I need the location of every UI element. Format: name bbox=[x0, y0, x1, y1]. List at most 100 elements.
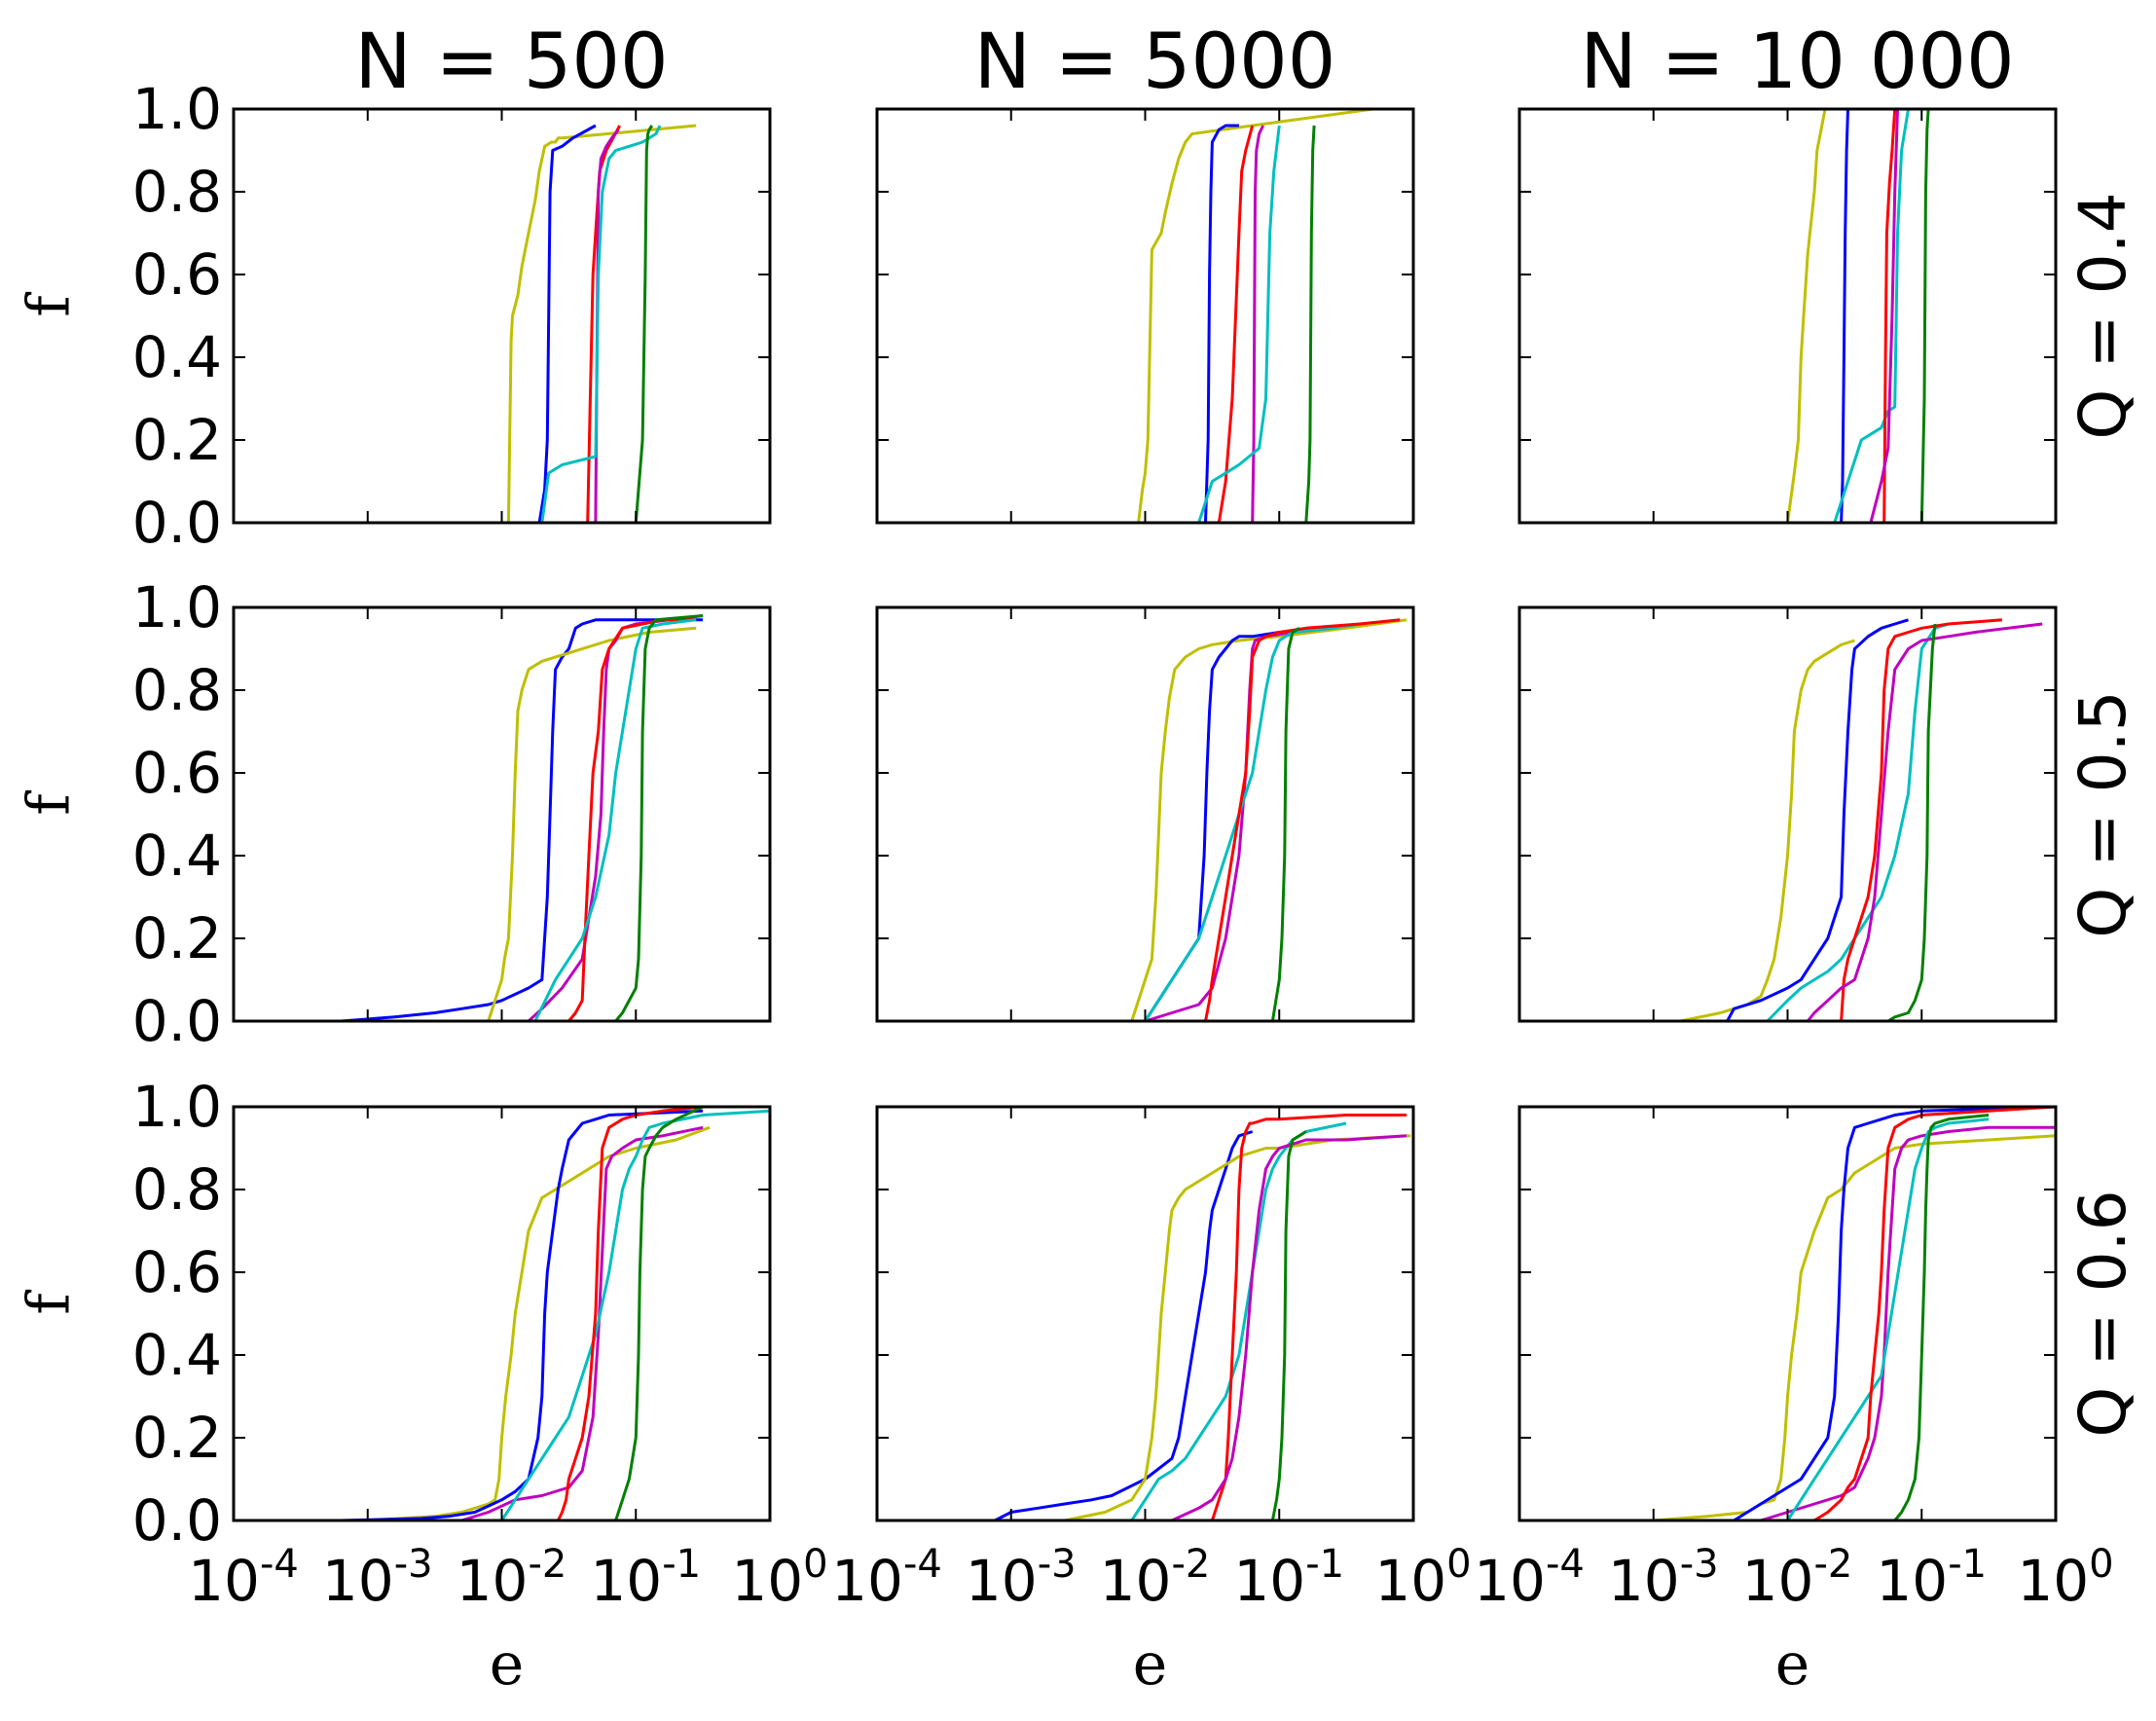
y-axis-label: f bbox=[16, 1290, 84, 1315]
series-line-yellow bbox=[1130, 618, 1407, 1022]
series-line-green bbox=[1893, 1114, 1990, 1521]
series-line-green bbox=[614, 1105, 704, 1521]
series-line-magenta bbox=[1171, 1134, 1407, 1522]
series-line-cyan bbox=[500, 1109, 771, 1521]
y-tick-label: 0.4 bbox=[132, 1322, 222, 1388]
x-tick-label: 10-4 bbox=[188, 1542, 299, 1614]
series-line-yellow bbox=[1137, 107, 1373, 524]
x-tick-label: 10-2 bbox=[457, 1542, 567, 1614]
series-line-red bbox=[1210, 1114, 1407, 1521]
x-tick-label: 100 bbox=[731, 1542, 827, 1614]
series-line-green bbox=[634, 125, 654, 524]
y-tick-label: 1.0 bbox=[132, 1074, 222, 1140]
x-tick-label: 10-4 bbox=[831, 1542, 942, 1614]
row-title: Q = 0.5 bbox=[2065, 690, 2140, 937]
series-line-red bbox=[1882, 108, 1897, 524]
series-line-red bbox=[1813, 1105, 2057, 1522]
y-tick-label: 0.0 bbox=[132, 1487, 222, 1554]
series-line-yellow bbox=[1786, 108, 1827, 524]
panel-r0-c1 bbox=[875, 107, 1415, 525]
y-tick-label: 1.0 bbox=[132, 76, 222, 142]
series-line-yellow bbox=[487, 626, 697, 1022]
x-tick-label: 100 bbox=[1374, 1542, 1471, 1614]
y-tick-label: 1.0 bbox=[132, 574, 222, 641]
x-tick-label: 10-2 bbox=[1100, 1542, 1211, 1614]
series-line-green bbox=[1919, 108, 1930, 524]
series-line-green bbox=[1887, 623, 1937, 1023]
column-title: N = 10 000 bbox=[1580, 18, 2014, 106]
x-tick-label: 10-3 bbox=[1608, 1542, 1719, 1614]
series-line-red bbox=[1840, 618, 2003, 1022]
series-line-magenta bbox=[1807, 622, 2043, 1022]
series-line-green bbox=[1270, 1130, 1307, 1521]
series-line-cyan bbox=[1130, 1121, 1347, 1521]
y-tick-label: 0.2 bbox=[132, 1405, 222, 1471]
y-tick-label: 0.2 bbox=[132, 905, 222, 971]
x-tick-label: 10-2 bbox=[1742, 1542, 1853, 1614]
panel-r1-c0: 0.0 0.2 0.4 0.6 0.8 1.0 bbox=[132, 574, 772, 1054]
y-tick-label: 0.6 bbox=[132, 241, 222, 308]
series-line-cyan bbox=[1766, 622, 1950, 1023]
panel-grid: 0.00.20.40.60.81.00.00.20.40.60.81.00.00… bbox=[132, 76, 2114, 1614]
y-axis-label: f bbox=[16, 790, 84, 816]
series-line-magenta bbox=[460, 1125, 704, 1522]
panel-r1-c2 bbox=[1517, 605, 2058, 1023]
panel-r0-c2 bbox=[1517, 107, 2058, 525]
y-tick-label: 0.4 bbox=[132, 823, 222, 889]
x-tick-label: 10-1 bbox=[1876, 1542, 1987, 1614]
x-tick-label: 10-4 bbox=[1474, 1542, 1585, 1614]
x-tick-label: 10-3 bbox=[322, 1542, 433, 1614]
row-title: Q = 0.4 bbox=[2065, 192, 2140, 439]
y-tick-label: 0.6 bbox=[132, 1239, 222, 1305]
y-axis-label: f bbox=[16, 292, 84, 317]
series-line-red bbox=[557, 1105, 704, 1521]
y-tick-label: 0.2 bbox=[132, 407, 222, 473]
series-line-blue bbox=[994, 1130, 1254, 1522]
panel-r2-c1: 10-4 10-3 10-2 10-1 100 bbox=[831, 1105, 1472, 1614]
y-tick-label: 0.8 bbox=[132, 159, 222, 225]
series-line-red bbox=[1204, 618, 1401, 1022]
y-tick-label: 0.0 bbox=[132, 490, 222, 556]
y-tick-label: 0.4 bbox=[132, 324, 222, 390]
y-tick-label: 0.0 bbox=[132, 988, 222, 1054]
panel-r2-c2: 10-4 10-3 10-2 10-1 100 bbox=[1474, 1105, 2114, 1614]
y-tick-label: 0.6 bbox=[132, 740, 222, 806]
x-tick-label: 100 bbox=[2017, 1542, 2113, 1614]
series-line-green bbox=[1270, 627, 1300, 1022]
column-title: N = 500 bbox=[354, 18, 668, 106]
series-line-blue bbox=[1733, 1105, 2057, 1522]
series-line-green bbox=[614, 614, 704, 1022]
series-line-red bbox=[567, 618, 697, 1022]
series-line-blue bbox=[341, 1109, 704, 1522]
series-line-cyan bbox=[1197, 125, 1281, 524]
series-line-blue bbox=[1726, 618, 1909, 1022]
y-tick-label: 0.8 bbox=[132, 657, 222, 723]
series-line-yellow bbox=[506, 124, 697, 524]
figure-labels: N = 500 N = 5000 N = 10 000 Q = 0.4 Q = 0.5 Q… bbox=[16, 18, 2141, 1699]
series-line-blue bbox=[341, 618, 704, 1023]
series-line-blue bbox=[1840, 108, 1849, 524]
series-line-cyan bbox=[540, 125, 662, 524]
x-axis-label: e bbox=[1133, 1630, 1168, 1699]
row-title: Q = 0.6 bbox=[2065, 1190, 2140, 1437]
series-line-cyan bbox=[533, 618, 697, 1022]
x-tick-label: 10-1 bbox=[590, 1542, 701, 1614]
column-title: N = 5000 bbox=[974, 18, 1336, 106]
panel-r0-c0: 0.0 0.2 0.4 0.6 0.8 1.0 bbox=[132, 76, 772, 556]
x-tick-label: 10-1 bbox=[1233, 1542, 1344, 1614]
series-line-red bbox=[1217, 125, 1255, 524]
series-line-yellow bbox=[1064, 1134, 1411, 1522]
y-tick-label: 0.8 bbox=[132, 1156, 222, 1223]
panel-r2-c0: 0.0 0.2 0.4 0.6 0.8 1.0 10-4 10-3 10-2 10-1 100 bbox=[132, 1074, 828, 1614]
series-line-blue bbox=[1204, 124, 1239, 524]
panel-r1-c1 bbox=[875, 605, 1415, 1023]
series-line-blue bbox=[537, 124, 597, 524]
series-line-yellow bbox=[1679, 639, 1855, 1023]
series-line-green bbox=[1304, 125, 1316, 524]
x-axis-label: e bbox=[490, 1630, 525, 1699]
series-line-magenta bbox=[1869, 108, 1899, 524]
x-tick-label: 10-3 bbox=[966, 1542, 1077, 1614]
x-axis-label: e bbox=[1775, 1630, 1810, 1699]
